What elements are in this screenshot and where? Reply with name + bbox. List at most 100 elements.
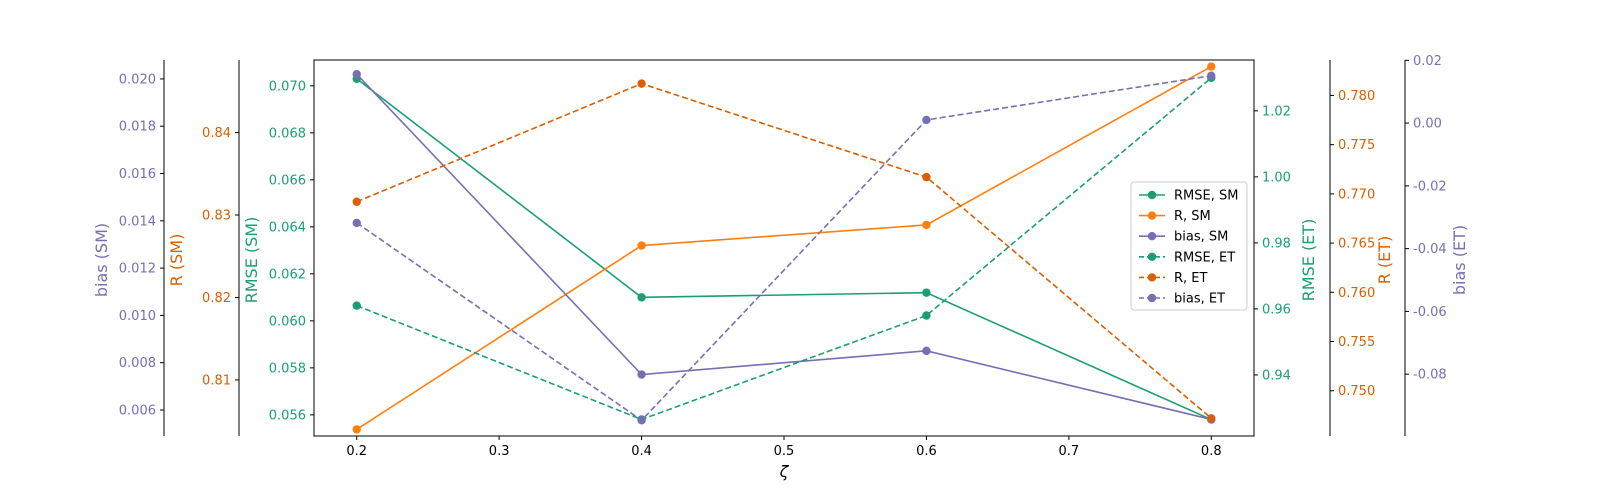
series-4 bbox=[352, 79, 1216, 423]
legend-item: bias, ET bbox=[1139, 292, 1225, 307]
y-tick-label-rmse_et: 1.02 bbox=[1262, 104, 1291, 119]
x-tick-label: 0.4 bbox=[631, 444, 652, 459]
y-tick-label-bias_et: -0.04 bbox=[1413, 242, 1447, 257]
y-tick-label-bias_sm: 0.012 bbox=[119, 262, 156, 277]
data-point bbox=[922, 288, 931, 297]
legend-item: R, ET bbox=[1139, 271, 1208, 286]
x-axis-title: ζ bbox=[779, 462, 790, 481]
x-tick-label: 0.8 bbox=[1201, 444, 1222, 459]
y-tick-label-bias_sm: 0.010 bbox=[119, 309, 156, 324]
series-layer bbox=[352, 62, 1216, 434]
data-point bbox=[352, 301, 361, 310]
data-point bbox=[637, 370, 646, 379]
y-tick-label-r_et: 0.750 bbox=[1338, 384, 1375, 399]
y-tick-label-rmse_sm: 0.064 bbox=[269, 220, 306, 235]
y-tick-label-r_et: 0.770 bbox=[1338, 187, 1375, 202]
y-tick-label-bias_sm: 0.016 bbox=[119, 167, 156, 182]
legend: RMSE, SM R, SM bias, SM RMSE, ET R, ET bias, … bbox=[1130, 181, 1248, 311]
y-tick-label-bias_sm: 0.014 bbox=[119, 214, 156, 229]
y-tick-label-bias_sm: 0.008 bbox=[119, 356, 156, 371]
axes-layer: 0.2 0.3 0.4 0.5 0.6 0.7 0.8 ζ 0.056 0.058 0.060 0.0… bbox=[92, 54, 1469, 481]
y-tick-label-bias_sm: 0.018 bbox=[119, 120, 156, 135]
series-1 bbox=[352, 62, 1216, 434]
data-point bbox=[352, 425, 361, 434]
y-tick-label-r_sm: 0.82 bbox=[202, 291, 231, 306]
data-point bbox=[922, 172, 931, 182]
y-tick-label-bias_sm: 0.006 bbox=[119, 403, 156, 418]
legend-label: RMSE, SM bbox=[1174, 189, 1238, 204]
y-tick-label-r_sm: 0.83 bbox=[202, 209, 231, 224]
y-tick-label-r_et: 0.760 bbox=[1338, 286, 1375, 301]
y-axis-title-bias_sm: bias (SM) bbox=[92, 223, 111, 297]
series-3 bbox=[352, 73, 1216, 424]
y-tick-label-r_et: 0.775 bbox=[1338, 138, 1375, 153]
x-tick-label: 0.6 bbox=[916, 444, 937, 459]
data-point bbox=[1207, 71, 1216, 80]
legend-label: R, ET bbox=[1174, 271, 1208, 286]
y-tick-label-bias_et: -0.08 bbox=[1413, 368, 1447, 383]
series-line bbox=[356, 74, 1212, 422]
legend-item: RMSE, ET bbox=[1139, 250, 1235, 265]
y-tick-label-r_sm: 0.84 bbox=[202, 126, 231, 141]
series-line bbox=[356, 78, 1212, 421]
series-5 bbox=[352, 71, 1216, 425]
y-tick-label-r_et: 0.780 bbox=[1338, 89, 1375, 104]
series-line bbox=[356, 82, 1212, 419]
legend-item: RMSE, SM bbox=[1139, 189, 1238, 204]
legend-swatch-marker bbox=[1147, 190, 1157, 200]
data-point bbox=[1207, 414, 1216, 423]
series-0 bbox=[352, 74, 1216, 424]
y-tick-label-rmse_et: 1.00 bbox=[1262, 170, 1291, 185]
y-axis-title-bias_et: bias (ET) bbox=[1450, 225, 1469, 295]
legend-label: bias, ET bbox=[1174, 292, 1225, 307]
data-point bbox=[352, 197, 361, 206]
y-tick-label-bias_sm: 0.020 bbox=[119, 72, 156, 87]
series-line bbox=[356, 73, 1212, 421]
legend-item: bias, SM bbox=[1139, 230, 1228, 245]
x-tick-label: 0.5 bbox=[774, 444, 795, 459]
y-tick-label-bias_et: 0.02 bbox=[1413, 54, 1442, 69]
y-tick-label-bias_et: 0.00 bbox=[1413, 117, 1442, 132]
y-axis-title-rmse_et: RMSE (ET) bbox=[1299, 219, 1318, 302]
y-tick-label-r_et: 0.755 bbox=[1338, 335, 1375, 350]
y-tick-label-rmse_et: 0.94 bbox=[1262, 368, 1291, 383]
data-point bbox=[637, 416, 646, 425]
series-line bbox=[356, 65, 1212, 431]
legend-item: R, SM bbox=[1139, 209, 1211, 224]
legend-swatch-marker bbox=[1147, 232, 1157, 241]
y-tick-label-rmse_sm: 0.066 bbox=[269, 173, 306, 188]
legend-swatch-marker bbox=[1147, 273, 1157, 282]
legend-label: RMSE, ET bbox=[1174, 250, 1235, 265]
series-2 bbox=[352, 69, 1216, 424]
series-line bbox=[356, 77, 1212, 421]
legend-swatch-marker bbox=[1147, 211, 1157, 220]
y-tick-label-rmse_sm: 0.070 bbox=[269, 79, 306, 94]
data-point bbox=[637, 241, 646, 250]
y-axis-title-r_sm: R (SM) bbox=[167, 234, 186, 287]
y-tick-label-rmse_sm: 0.058 bbox=[269, 361, 306, 376]
legend-label: bias, SM bbox=[1174, 230, 1228, 245]
legend-swatch-marker bbox=[1147, 252, 1157, 261]
y-tick-label-bias_et: -0.06 bbox=[1413, 305, 1447, 320]
y-axis-title-rmse_sm: RMSE (SM) bbox=[242, 217, 261, 304]
y-tick-label-bias_et: -0.02 bbox=[1413, 179, 1447, 194]
y-tick-label-rmse_sm: 0.056 bbox=[269, 408, 306, 423]
data-point bbox=[922, 115, 931, 125]
legend-label: R, SM bbox=[1174, 209, 1211, 224]
data-point bbox=[637, 293, 646, 302]
x-tick-label: 0.7 bbox=[1059, 444, 1080, 459]
data-point bbox=[922, 346, 931, 356]
data-point bbox=[1207, 62, 1216, 71]
y-tick-label-rmse_sm: 0.062 bbox=[269, 267, 306, 282]
y-tick-label-rmse_et: 0.98 bbox=[1262, 236, 1291, 251]
plot-frame bbox=[313, 59, 1255, 437]
data-point bbox=[922, 311, 931, 320]
y-tick-label-rmse_et: 0.96 bbox=[1262, 302, 1291, 317]
data-point bbox=[922, 220, 931, 230]
data-point bbox=[352, 218, 361, 228]
y-tick-label-r_sm: 0.81 bbox=[202, 373, 231, 388]
legend-swatch-marker bbox=[1147, 293, 1157, 303]
data-point bbox=[352, 69, 361, 79]
y-tick-label-rmse_sm: 0.060 bbox=[269, 314, 306, 329]
